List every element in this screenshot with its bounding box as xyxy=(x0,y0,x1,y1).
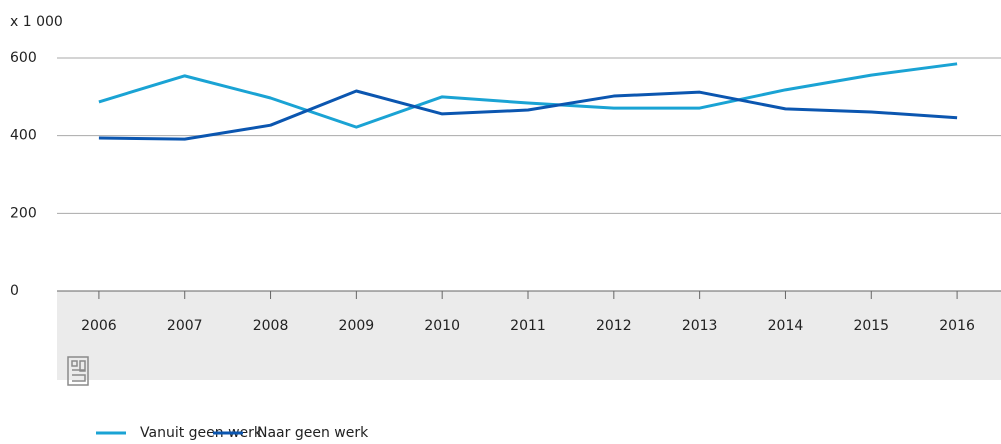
x-axis-band xyxy=(57,291,1001,380)
legend-label: Vanuit geen werk xyxy=(140,425,263,441)
x-tick-label: 2014 xyxy=(768,318,804,334)
x-tick-label: 2008 xyxy=(253,318,289,334)
y-tick-label: 400 xyxy=(10,128,37,144)
x-tick-label: 2007 xyxy=(167,318,203,334)
line-series xyxy=(98,62,958,129)
x-tick-label: 2013 xyxy=(682,318,718,334)
y-tick-label: 600 xyxy=(10,50,37,66)
x-tick-label: 2016 xyxy=(939,318,975,334)
line-series xyxy=(98,89,958,141)
legend-label: Naar geen werk xyxy=(257,425,369,441)
cbs-logo xyxy=(67,356,89,386)
x-tick-label: 2006 xyxy=(81,318,117,334)
y-tick-label: 200 xyxy=(10,205,37,221)
x-tick-label: 2015 xyxy=(853,318,889,334)
y-unit-label: x 1 000 xyxy=(10,14,63,30)
x-tick-label: 2010 xyxy=(424,318,460,334)
y-tick-label: 0 xyxy=(10,283,19,299)
x-tick-label: 2009 xyxy=(339,318,375,334)
x-tick-label: 2012 xyxy=(596,318,632,334)
x-tick-label: 2011 xyxy=(510,318,546,334)
